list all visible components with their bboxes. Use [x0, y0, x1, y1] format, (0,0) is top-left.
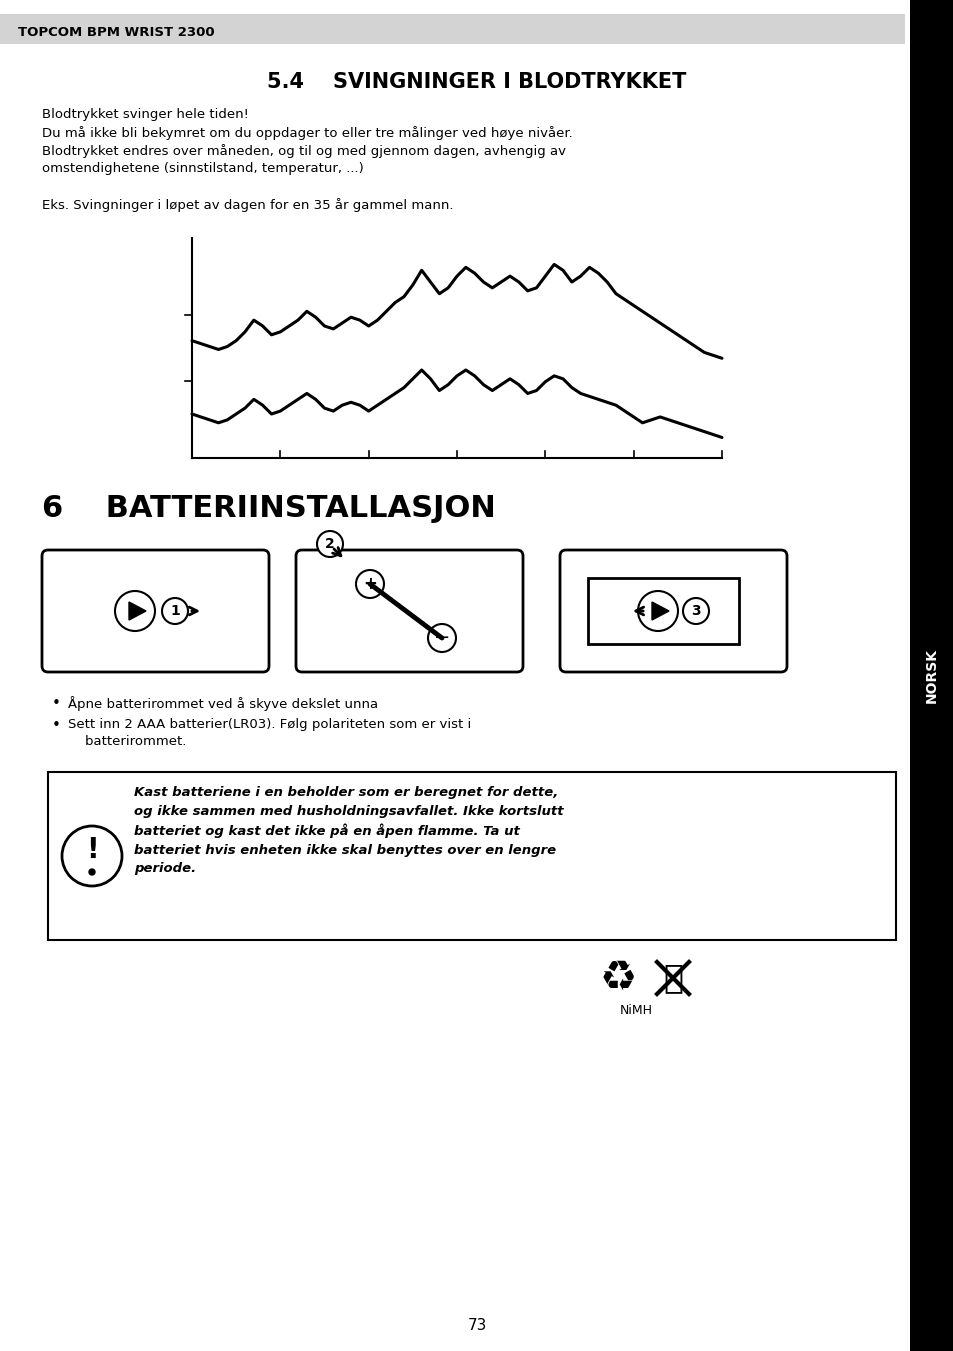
Bar [587, 578, 739, 644]
Text: −: − [434, 628, 450, 647]
Circle shape [115, 590, 154, 631]
Text: 5.4    SVINGNINGER I BLODTRYKKET: 5.4 SVINGNINGER I BLODTRYKKET [267, 72, 686, 92]
Circle shape [62, 825, 122, 886]
Bar [0, 14, 904, 45]
Text: 6    BATTERIINSTALLASJON: 6 BATTERIINSTALLASJON [42, 494, 496, 523]
Text: Du må ikke bli bekymret om du oppdager to eller tre målinger ved høye nivåer.: Du må ikke bli bekymret om du oppdager t… [42, 126, 572, 141]
Text: •: • [52, 717, 61, 734]
Text: •: • [52, 696, 61, 711]
Bar [909, 0, 953, 1351]
Bar [48, 771, 895, 940]
Text: omstendighetene (sinnstilstand, temperatur, ...): omstendighetene (sinnstilstand, temperat… [42, 162, 363, 176]
Circle shape [682, 598, 708, 624]
Text: 3: 3 [691, 604, 700, 617]
Circle shape [162, 598, 188, 624]
Text: 🔋: 🔋 [662, 962, 682, 994]
Circle shape [89, 869, 95, 875]
FancyBboxPatch shape [42, 550, 269, 671]
Text: 73: 73 [467, 1319, 486, 1333]
Text: batterirommet.: batterirommet. [68, 735, 186, 748]
Circle shape [638, 590, 678, 631]
FancyBboxPatch shape [295, 550, 522, 671]
Text: +: + [363, 576, 376, 593]
Text: Sett inn 2 AAA batterier(LR03). Følg polariteten som er vist i: Sett inn 2 AAA batterier(LR03). Følg pol… [68, 717, 471, 731]
Text: 2: 2 [325, 536, 335, 551]
Polygon shape [651, 603, 668, 620]
Text: Eks. Svingninger i løpet av dagen for en 35 år gammel mann.: Eks. Svingninger i løpet av dagen for en… [42, 199, 453, 212]
FancyBboxPatch shape [559, 550, 786, 671]
Text: Kast batteriene i en beholder som er beregnet for dette,
og ikke sammen med hush: Kast batteriene i en beholder som er ber… [133, 786, 563, 875]
Text: Blodtrykket endres over måneden, og til og med gjennom dagen, avhengig av: Blodtrykket endres over måneden, og til … [42, 145, 565, 158]
Circle shape [355, 570, 384, 598]
Text: NORSK: NORSK [924, 648, 938, 703]
Text: ♻: ♻ [598, 957, 636, 998]
Text: !: ! [86, 836, 98, 865]
Text: 1: 1 [170, 604, 180, 617]
Text: TOPCOM BPM WRIST 2300: TOPCOM BPM WRIST 2300 [18, 27, 214, 39]
Text: NiMH: NiMH [618, 1004, 652, 1017]
Circle shape [316, 531, 343, 557]
Circle shape [428, 624, 456, 653]
Text: Blodtrykket svinger hele tiden!: Blodtrykket svinger hele tiden! [42, 108, 249, 122]
Text: Åpne batterirommet ved å skyve dekslet unna: Åpne batterirommet ved å skyve dekslet u… [68, 696, 377, 711]
Polygon shape [129, 603, 146, 620]
